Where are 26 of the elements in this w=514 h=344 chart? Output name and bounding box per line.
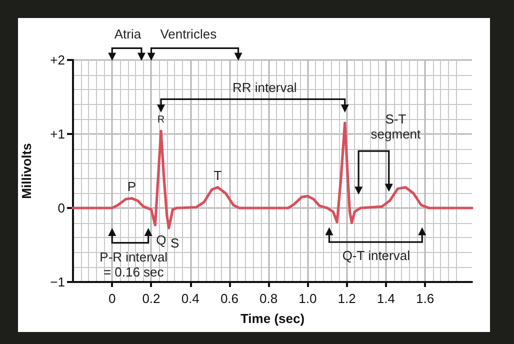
annotation: S-T segment (370, 112, 422, 142)
annotation: Q-T interval (342, 248, 410, 263)
x-tick-label: 0 (108, 291, 116, 306)
annotation: T (214, 168, 222, 183)
y-axis-title: Millivolts (19, 143, 34, 199)
x-tick-label: 1.6 (416, 291, 434, 306)
x-tick-label: 0.8 (260, 291, 278, 306)
x-tick-label: 1.4 (376, 291, 395, 306)
annotation: P (127, 178, 136, 194)
y-tick-label: −1 (50, 274, 65, 290)
text: Ventricles (160, 26, 218, 42)
x-tick-label: 1.2 (338, 291, 356, 306)
x-tick-label: 0.2 (142, 291, 160, 306)
y-tick-label: +1 (50, 126, 65, 142)
x-tick-label: 1.0 (298, 291, 317, 306)
x-tick-label: 0.4 (181, 291, 200, 306)
annotation: R (157, 114, 165, 126)
y-tick-label: 0 (58, 200, 65, 216)
annotation: Q (156, 232, 166, 248)
text: Atria (114, 26, 142, 42)
annotation: S (170, 236, 180, 251)
annotation: P-R interval = 0.16 sec (100, 249, 168, 280)
x-axis-title: Time (sec) (240, 311, 305, 326)
y-tick-label: +2 (50, 52, 65, 68)
x-tick-label: 0.6 (220, 291, 239, 306)
annotation: RR interval (232, 80, 297, 95)
